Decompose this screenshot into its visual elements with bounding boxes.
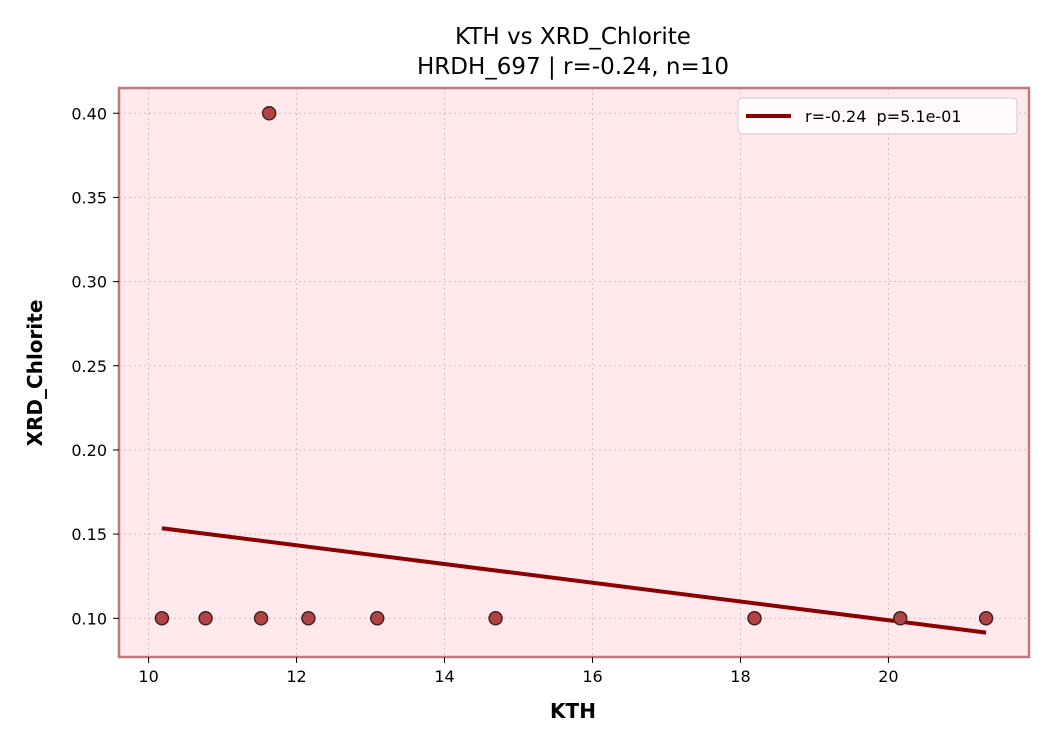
data-point bbox=[261, 106, 277, 121]
data-point bbox=[198, 611, 213, 626]
chart-title: KTH vs XRD_Chlorite bbox=[455, 24, 691, 50]
data-point bbox=[253, 611, 269, 626]
data-point bbox=[301, 611, 316, 626]
data-point bbox=[369, 611, 385, 626]
fit-line bbox=[161, 526, 987, 635]
fit-line-group bbox=[161, 526, 987, 635]
y-axis-ticks: 0.10 0.15 0.20 0.25 0.30 0.35 0.40 bbox=[71, 104, 119, 628]
x-tick-label: 18 bbox=[730, 667, 750, 686]
x-tick-label: 16 bbox=[582, 667, 602, 686]
x-axis-label: KTH bbox=[550, 699, 596, 723]
x-tick-label: 20 bbox=[878, 667, 898, 686]
y-tick-label: 0.35 bbox=[71, 188, 107, 207]
y-tick-label: 0.15 bbox=[71, 525, 107, 544]
y-tick-label: 0.40 bbox=[71, 104, 107, 123]
plot-area bbox=[119, 88, 1029, 657]
x-tick-label: 12 bbox=[286, 667, 306, 686]
y-tick-label: 0.25 bbox=[71, 357, 107, 376]
plot-frame bbox=[117, 86, 1031, 659]
x-tick-label: 14 bbox=[434, 667, 454, 686]
y-axis-label: XRD_Chlorite bbox=[23, 300, 47, 447]
data-point bbox=[154, 611, 170, 626]
data-point bbox=[488, 611, 503, 626]
chart-subtitle: HRDH_697 | r=-0.24, n=10 bbox=[417, 54, 729, 80]
y-tick-label: 0.30 bbox=[71, 273, 107, 292]
data-points bbox=[154, 106, 994, 626]
legend: r=-0.24 p=5.1e-01 bbox=[737, 97, 1018, 135]
y-tick-label: 0.10 bbox=[71, 609, 107, 628]
y-tick-label: 0.20 bbox=[71, 441, 107, 460]
data-point bbox=[893, 611, 908, 626]
legend-box bbox=[737, 97, 1018, 135]
legend-label: r=-0.24 p=5.1e-01 bbox=[805, 107, 962, 126]
x-axis-ticks: 10 12 14 16 18 20 bbox=[138, 657, 899, 686]
data-point bbox=[747, 611, 762, 626]
x-tick-label: 10 bbox=[138, 667, 158, 686]
data-point bbox=[978, 611, 994, 626]
